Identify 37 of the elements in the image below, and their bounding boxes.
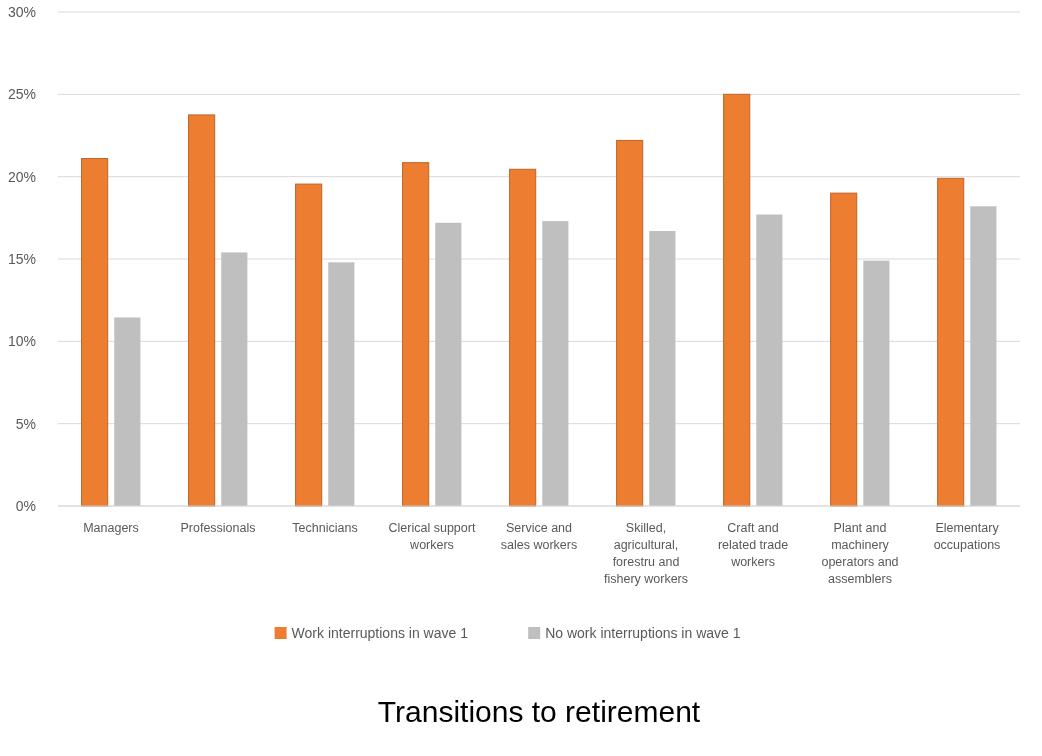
y-tick-label: 5% xyxy=(15,415,36,432)
y-tick-label: 25% xyxy=(7,86,36,103)
y-tick-label: 0% xyxy=(15,497,36,514)
bar xyxy=(114,317,141,506)
x-tick-label: Managers xyxy=(83,521,139,535)
x-tick-label: Elementary occupations xyxy=(933,521,1001,552)
bar xyxy=(723,93,751,507)
legend-label: No work interruptions in wave 1 xyxy=(545,624,741,641)
x-tick-label: Plant and machinery operators and assemblers xyxy=(821,521,899,586)
bar xyxy=(402,162,430,507)
x-tick-label: Skilled, agricultural, forestru and fishery workers xyxy=(603,521,689,586)
bar xyxy=(509,168,537,507)
bar xyxy=(649,231,676,506)
bar xyxy=(81,158,109,507)
y-tick-label: 30% xyxy=(7,3,36,20)
x-tick-label: Craft and related trade workers xyxy=(717,521,789,569)
y-tick-label: 20% xyxy=(7,168,36,185)
bar xyxy=(863,260,890,506)
bar xyxy=(188,114,216,507)
bar xyxy=(830,192,858,507)
x-tick-label: Technicians xyxy=(292,521,358,535)
bar xyxy=(616,139,644,507)
x-tick-label: Clerical support workers xyxy=(388,521,476,552)
bar xyxy=(970,206,997,506)
bar xyxy=(435,222,462,506)
y-tick-label: 10% xyxy=(7,333,36,350)
bar xyxy=(328,262,355,506)
bar xyxy=(221,252,248,506)
bar xyxy=(295,183,323,507)
bar xyxy=(756,214,783,506)
bar xyxy=(937,177,965,507)
x-tick-label: Service and sales workers xyxy=(500,521,578,552)
text: Transitions to retirement xyxy=(377,695,701,728)
y-tick-label: 15% xyxy=(7,250,36,267)
legend-label: Work interruptions in wave 1 xyxy=(291,624,469,641)
x-tick-label: Professionals xyxy=(180,521,256,535)
bar xyxy=(542,221,569,506)
